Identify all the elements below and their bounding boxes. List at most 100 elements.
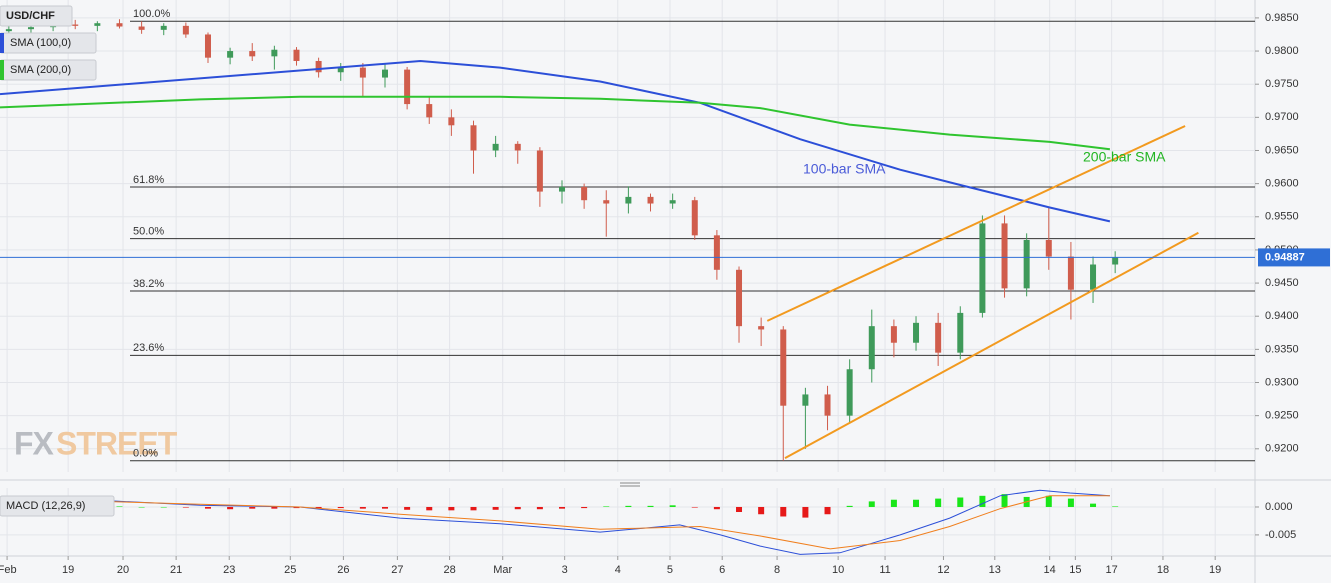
- legend-box[interactable]: [0, 59, 97, 81]
- sma-line: [0, 59, 1111, 223]
- fib-label: 100.0%: [133, 8, 171, 20]
- histogram-bar: [824, 506, 831, 515]
- histogram-bar: [271, 506, 278, 509]
- y-tick-label: 0.9750: [1265, 78, 1299, 90]
- x-tick-label: 13: [989, 564, 1001, 576]
- x-tick-label: 25: [284, 564, 296, 576]
- candle-body: [603, 200, 610, 204]
- x-tick-label: 14: [1044, 564, 1056, 576]
- candle-body: [160, 25, 167, 30]
- histogram-bar: [802, 506, 809, 518]
- x-tick-label: 23: [223, 564, 235, 576]
- histogram-bar: [514, 506, 521, 510]
- candle-body: [1001, 223, 1008, 289]
- histogram-bar: [559, 506, 566, 509]
- histogram-bar: [204, 506, 211, 509]
- histogram-bar: [160, 506, 167, 508]
- histogram-bar: [1112, 506, 1119, 507]
- legend-box[interactable]: [0, 32, 97, 54]
- histogram-bar: [293, 506, 300, 509]
- macd-line: [0, 495, 1110, 550]
- candle-body: [182, 25, 189, 35]
- candle-body: [824, 394, 831, 416]
- candle-body: [204, 34, 211, 58]
- candle-body: [5, 29, 12, 32]
- histogram-bar: [846, 505, 853, 507]
- histogram-bar: [536, 506, 543, 510]
- fib-label: 50.0%: [133, 226, 164, 238]
- candle-body: [27, 27, 34, 30]
- legend-box[interactable]: [0, 495, 115, 517]
- candle-body: [846, 369, 853, 416]
- x-tick-label: 10: [832, 564, 844, 576]
- histogram-bar: [426, 506, 433, 511]
- histogram-bar: [713, 506, 720, 510]
- x-tick-label: 11: [879, 564, 890, 576]
- candle-body: [470, 125, 477, 151]
- fib-label: 0.0%: [133, 448, 158, 460]
- x-tick-label: 15: [1069, 564, 1081, 576]
- candle-body: [780, 329, 787, 406]
- histogram-bar: [890, 499, 897, 507]
- legend-swatch: [0, 60, 4, 80]
- candle-body: [713, 235, 720, 270]
- sma-line: [0, 95, 1111, 151]
- candle-body: [1112, 257, 1119, 265]
- x-tick-label: 3: [562, 564, 568, 576]
- legend-swatch: [0, 33, 4, 53]
- y-tick-label: 0.9550: [1265, 211, 1299, 223]
- histogram-bar: [182, 506, 189, 508]
- candle-body: [514, 143, 521, 151]
- candle-body: [1045, 239, 1052, 257]
- fib-label: 38.2%: [133, 278, 164, 290]
- y-tick-label: 0.9450: [1265, 277, 1299, 289]
- histogram-bar: [1001, 494, 1008, 507]
- y-tick-label: -0.005: [1265, 529, 1296, 541]
- histogram-bar: [979, 495, 986, 507]
- histogram-bar: [1045, 495, 1052, 507]
- fib-label: 23.6%: [133, 342, 164, 354]
- candle-body: [979, 223, 986, 313]
- watermark-street: STREET: [56, 425, 178, 461]
- x-tick-label: Mar: [493, 564, 512, 576]
- histogram-bar: [227, 506, 234, 510]
- x-tick-label: 4: [615, 564, 621, 576]
- histogram-bar: [758, 506, 765, 515]
- candle-body: [1067, 256, 1074, 290]
- candle-body: [890, 326, 897, 343]
- y-tick-label: 0.9200: [1265, 443, 1299, 455]
- candle-body: [359, 67, 366, 78]
- candle-body: [337, 67, 344, 73]
- histogram-bar: [448, 506, 455, 511]
- fib-label: 61.8%: [133, 174, 164, 186]
- histogram-bar: [935, 498, 942, 507]
- legend-box[interactable]: [0, 5, 73, 27]
- candle-body: [802, 394, 809, 406]
- x-tick-label: 5: [667, 564, 673, 576]
- candle-body: [669, 200, 676, 204]
- histogram-bar: [1090, 503, 1097, 507]
- histogram-bar: [381, 506, 388, 509]
- legend-text: MACD (12,26,9): [6, 500, 85, 512]
- candle-body: [647, 196, 654, 204]
- y-tick-label: 0.000: [1265, 501, 1293, 513]
- histogram-bar: [492, 506, 499, 510]
- histogram-bar: [138, 506, 145, 508]
- candle-body: [293, 49, 300, 61]
- legend-text: USD/CHF: [6, 10, 55, 22]
- price-tag-label: 0.94887: [1265, 251, 1305, 263]
- watermark: FX STREET: [14, 425, 179, 461]
- y-tick-label: 0.9300: [1265, 376, 1299, 388]
- x-tick-label: 17: [1105, 564, 1117, 576]
- candle-body: [492, 143, 499, 151]
- candle-body: [758, 326, 765, 330]
- x-tick-label: 19: [1209, 564, 1221, 576]
- x-tick-label: 12: [937, 564, 949, 576]
- x-tick-label: 20: [117, 564, 129, 576]
- histogram-bar: [581, 506, 588, 509]
- y-tick-label: 0.9800: [1265, 45, 1299, 57]
- channel-line: [766, 125, 1186, 322]
- legend: USD/CHF SMA (100,0) SMA (200,0) MACD (12…: [0, 5, 115, 517]
- x-tick-label: 21: [170, 564, 182, 576]
- histogram-bar: [780, 506, 787, 517]
